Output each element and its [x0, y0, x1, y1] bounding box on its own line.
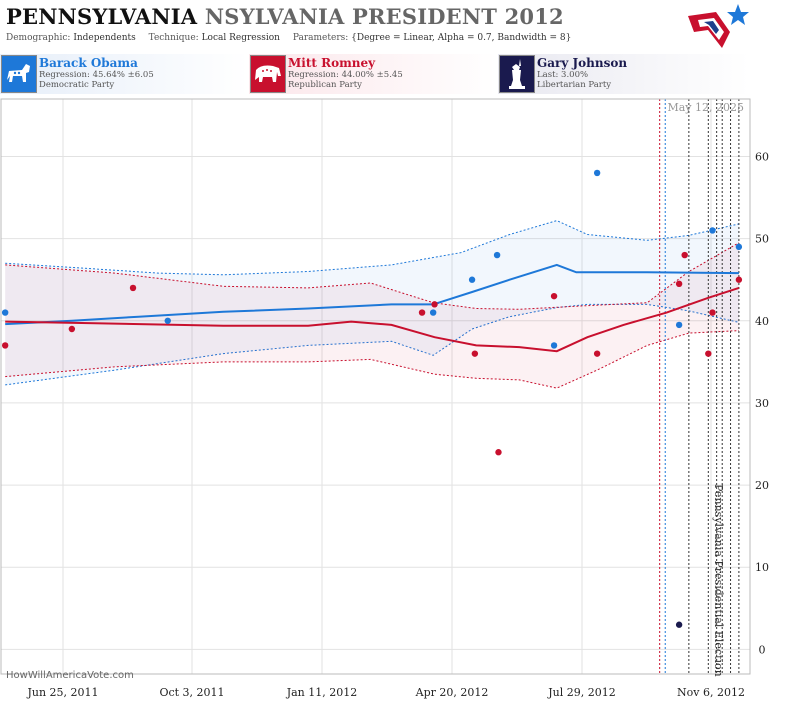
candidate-party: Democratic Party — [39, 80, 115, 90]
x-axis: Jun 25, 2011 Oct 3, 2011 Jan 11, 2012 Apr 2… — [26, 686, 745, 699]
candidate-romney: Mitt Romney Regression: 44.00% ±5.45 Rep… — [249, 54, 497, 94]
poll-point — [471, 350, 479, 357]
watermark: HowWillAmericaVote.com — [6, 670, 134, 681]
candidate-obama: Barack Obama Regression: 45.64% ±6.05 De… — [0, 54, 248, 94]
candidate-stat: Regression: 44.00% ±5.45 — [288, 70, 403, 80]
technique-value: Local Regression — [201, 33, 280, 43]
confidence-bands — [5, 220, 740, 389]
candidate-stat: Regression: 45.64% ±6.05 — [39, 70, 154, 80]
candidate-party: Libertarian Party — [537, 80, 612, 90]
demographic-label: Demographic: — [6, 33, 71, 43]
confidence-band — [5, 220, 739, 385]
candidate-johnson: Gary Johnson Last: 3.00% Libertarian Par… — [498, 54, 749, 94]
candidate-stat: Last: 3.00% — [537, 70, 589, 80]
event-lines — [659, 99, 740, 674]
poll-point — [675, 321, 683, 329]
title-rest: NSYLVANIA PRESIDENT 2012 — [204, 4, 564, 29]
y-tick-label: 30 — [755, 397, 769, 410]
elephant-icon — [250, 55, 286, 93]
poll-point — [593, 169, 601, 177]
x-tick-label: Apr 20, 2012 — [415, 686, 489, 699]
x-tick-label: Oct 3, 2011 — [159, 686, 224, 699]
poll-point — [429, 309, 437, 316]
poll-point — [431, 301, 438, 308]
poll-point — [681, 251, 688, 259]
lower-bound-line — [5, 303, 740, 386]
site-logo-icon — [688, 4, 749, 48]
x-tick-label: Jul 29, 2012 — [547, 686, 616, 699]
chart-grid — [1, 99, 750, 674]
plot-frame — [0, 98, 751, 675]
x-tick-label: Jun 25, 2011 — [26, 686, 98, 699]
x-tick-label: Jan 11, 2012 — [286, 686, 358, 699]
poll-point — [550, 292, 558, 300]
poll-point — [418, 309, 426, 316]
y-tick-label: 10 — [755, 561, 769, 574]
poll-point — [129, 284, 137, 292]
y-tick-label: 50 — [755, 233, 769, 246]
poll-point — [705, 350, 712, 357]
demographic-value: Independents — [73, 33, 136, 43]
date-label: May 12, 2025 — [667, 101, 744, 114]
poll-chart: 0 10 20 30 40 50 60 Jun 25, 2011 Oct 3, 2011 Jan… — [0, 98, 769, 699]
parameters-line: Demographic: Independents Technique: Loc… — [6, 33, 571, 43]
upper-bound-line — [5, 220, 740, 276]
poll-point — [468, 276, 476, 283]
trend-line — [5, 286, 740, 353]
technique-label: Technique: — [148, 33, 199, 43]
y-tick-label: 60 — [755, 151, 769, 164]
poll-point — [709, 309, 716, 316]
candidate-name: Barack Obama — [39, 56, 138, 70]
poll-point — [735, 243, 743, 251]
y-axis: 0 10 20 30 40 50 60 — [755, 151, 769, 657]
poll-point — [675, 621, 683, 628]
poll-point — [1, 309, 9, 316]
page-title: PENNSYLVANIA NSYLVANIA PRESIDENT 2012 — [6, 4, 564, 29]
poll-point — [675, 280, 683, 288]
candidate-party: Republican Party — [288, 80, 362, 90]
parameters-value: {Degree = Linear, Alpha = 0.7, Bandwidth… — [351, 33, 572, 43]
poll-point — [735, 276, 743, 283]
x-tick-label: Nov 6, 2012 — [677, 686, 745, 699]
poll-point — [1, 342, 9, 349]
candidate-legend: Barack Obama Regression: 45.64% ±6.05 De… — [0, 54, 749, 94]
statue-of-liberty-icon — [499, 55, 535, 93]
poll-point — [593, 350, 601, 357]
y-tick-label: 40 — [755, 315, 769, 328]
poll-point — [550, 342, 558, 349]
lower-bound-line — [5, 330, 739, 389]
poll-point — [709, 227, 716, 234]
upper-bound-line — [5, 242, 740, 310]
header: PENNSYLVANIA NSYLVANIA PRESIDENT 2012 De… — [0, 0, 789, 52]
poll-point — [164, 317, 171, 324]
title-state: PENNSYLVANIA — [6, 4, 198, 29]
parameters-label: Parameters: — [292, 33, 349, 43]
candidate-name: Gary Johnson — [537, 56, 628, 70]
poll-point — [493, 251, 501, 259]
y-tick-label: 0 — [759, 643, 766, 656]
y-tick-label: 20 — [755, 479, 769, 492]
poll-point — [495, 449, 502, 456]
poll-points — [1, 169, 743, 628]
election-label: Pennsylvania Presidential Election — [712, 484, 725, 677]
donkey-icon — [1, 55, 37, 93]
candidate-name: Mitt Romney — [288, 56, 376, 70]
poll-point — [68, 325, 76, 333]
